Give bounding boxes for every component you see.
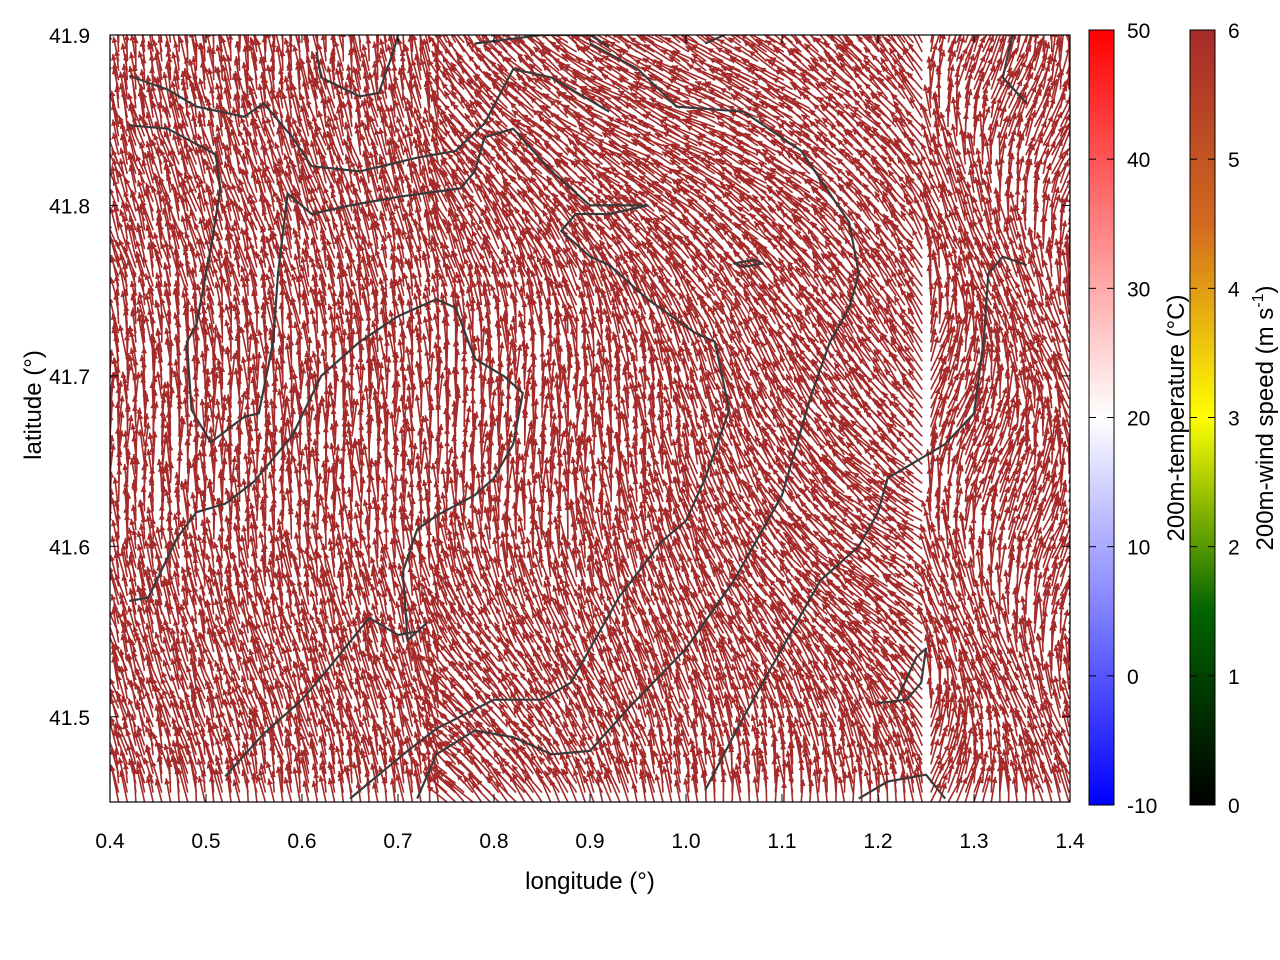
temperature-colorbar-label: 200m-temperature (°C) (1163, 294, 1190, 541)
wind-speed-colorbar: 0 1 2 3 4 5 6 200m-wind speed (m s-1) (1189, 20, 1279, 818)
x-tick-label: 0.9 (575, 830, 604, 853)
colorbar-tick-label: -10 (1127, 795, 1157, 818)
colorbar-tick-label: 1 (1228, 666, 1240, 689)
y-tick-label: 41.8 (49, 195, 90, 218)
wind-label-main: 200m-wind speed (m s (1252, 308, 1279, 551)
colorbar-tick-label: 2 (1228, 537, 1240, 560)
wind-vectors (110, 35, 1070, 802)
x-tick-label: 0.6 (287, 830, 316, 853)
contour-line-6 (1001, 35, 1028, 104)
x-axis: 0.4 0.5 0.6 0.7 0.8 0.9 1.0 1.1 1.2 1.3 1.4 (95, 35, 1085, 853)
colorbar-tick-label: 4 (1228, 278, 1240, 301)
y-tick-label: 41.7 (49, 366, 90, 389)
wind-label-end: ) (1252, 286, 1279, 294)
colorbar-tick-label: 30 (1127, 278, 1150, 301)
y-tick-label: 41.6 (49, 536, 90, 559)
wind-label-sup: -1 (1250, 293, 1267, 307)
x-tick-label: 1.0 (671, 830, 700, 853)
y-axis-label: latitude (°) (20, 350, 47, 460)
contour-line-3 (315, 35, 400, 98)
colorbar-tick-label: 50 (1127, 20, 1150, 43)
temperature-colorbar: -10 0 10 20 30 40 50 200m-temperature (°C) (1088, 20, 1190, 818)
colorbar-tick-label: 40 (1127, 149, 1150, 172)
temperature-colorbar-ticks: -10 0 10 20 30 40 50 (1089, 20, 1157, 818)
colorbar-tick-label: 5 (1228, 149, 1240, 172)
x-tick-label: 0.7 (383, 830, 412, 853)
contour-line-7 (129, 298, 524, 778)
colorbar-tick-label: 0 (1228, 795, 1240, 818)
x-tick-label: 1.4 (1055, 830, 1085, 853)
contour-line-12 (877, 647, 928, 705)
x-tick-label: 1.3 (959, 830, 988, 853)
colorbar-tick-label: 3 (1228, 408, 1240, 431)
temperature-contours (128, 35, 1028, 800)
contour-line-8 (416, 42, 860, 800)
wind-speed-colorbar-label: 200m-wind speed (m s-1) (1250, 286, 1279, 551)
x-tick-label: 0.8 (479, 830, 508, 853)
y-axis: 41.5 41.6 41.7 41.8 41.9 (49, 25, 1070, 730)
colorbar-tick-label: 10 (1127, 537, 1150, 560)
x-tick-label: 0.4 (95, 830, 125, 853)
x-tick-label: 1.2 (863, 830, 892, 853)
y-tick-label: 41.9 (49, 25, 90, 48)
contour-line-2 (129, 124, 731, 800)
contour-line-9 (732, 258, 764, 268)
contour-line-5 (704, 35, 725, 45)
x-tick-label: 1.1 (767, 830, 796, 853)
x-axis-label: longitude (°) (525, 868, 655, 895)
x-tick-label: 0.5 (191, 830, 220, 853)
colorbar-tick-label: 20 (1127, 408, 1150, 431)
colorbar-tick-label: 0 (1127, 666, 1139, 689)
colorbar-tick-label: 6 (1228, 20, 1240, 43)
y-tick-label: 41.5 (49, 707, 90, 730)
contour-line-11 (858, 773, 947, 800)
contour-line-10 (704, 255, 1028, 791)
wind-speed-colorbar-ticks: 0 1 2 3 4 5 6 (1190, 20, 1240, 818)
contour-line-4 (474, 35, 610, 48)
contour-line-1 (128, 68, 610, 173)
